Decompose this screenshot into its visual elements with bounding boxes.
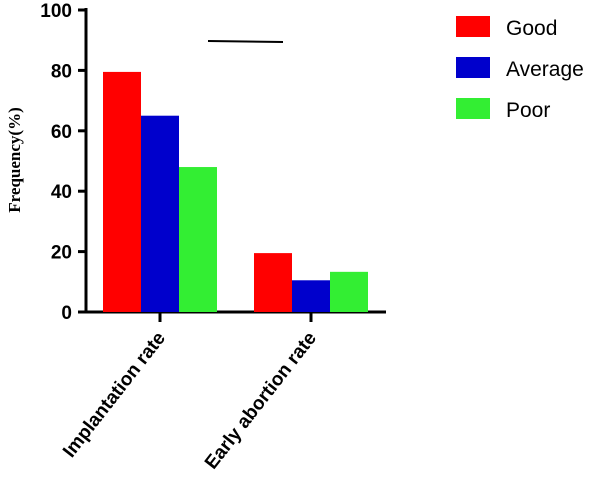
bar-poor-2	[330, 271, 368, 312]
y-tick-label: 60	[51, 122, 72, 143]
x-tick-label: Early abortion rate	[201, 328, 321, 473]
y-tick-label: 40	[51, 182, 72, 203]
y-tick-label: 20	[51, 243, 72, 264]
y-tick-label: 80	[51, 61, 72, 82]
y-tick-label: 0	[61, 303, 72, 324]
bar-good-1	[103, 71, 141, 312]
bar-poor-1	[179, 167, 217, 312]
legend-swatch-average	[456, 57, 490, 78]
legend-label-average: Average	[506, 58, 584, 81]
x-tick-label: Implantation rate	[59, 328, 170, 462]
significance-line	[207, 40, 284, 43]
bar-average-2	[292, 280, 330, 312]
y-axis-label: Frequency(%)	[5, 107, 24, 212]
y-tick-label: 100	[40, 1, 72, 22]
legend-label-poor: Poor	[506, 99, 550, 122]
bar-good-2	[254, 253, 292, 312]
bar-average-1	[141, 115, 179, 312]
legend-swatch-good	[456, 16, 490, 37]
legend-label-good: Good	[506, 17, 557, 40]
legend-swatch-poor	[456, 98, 490, 119]
